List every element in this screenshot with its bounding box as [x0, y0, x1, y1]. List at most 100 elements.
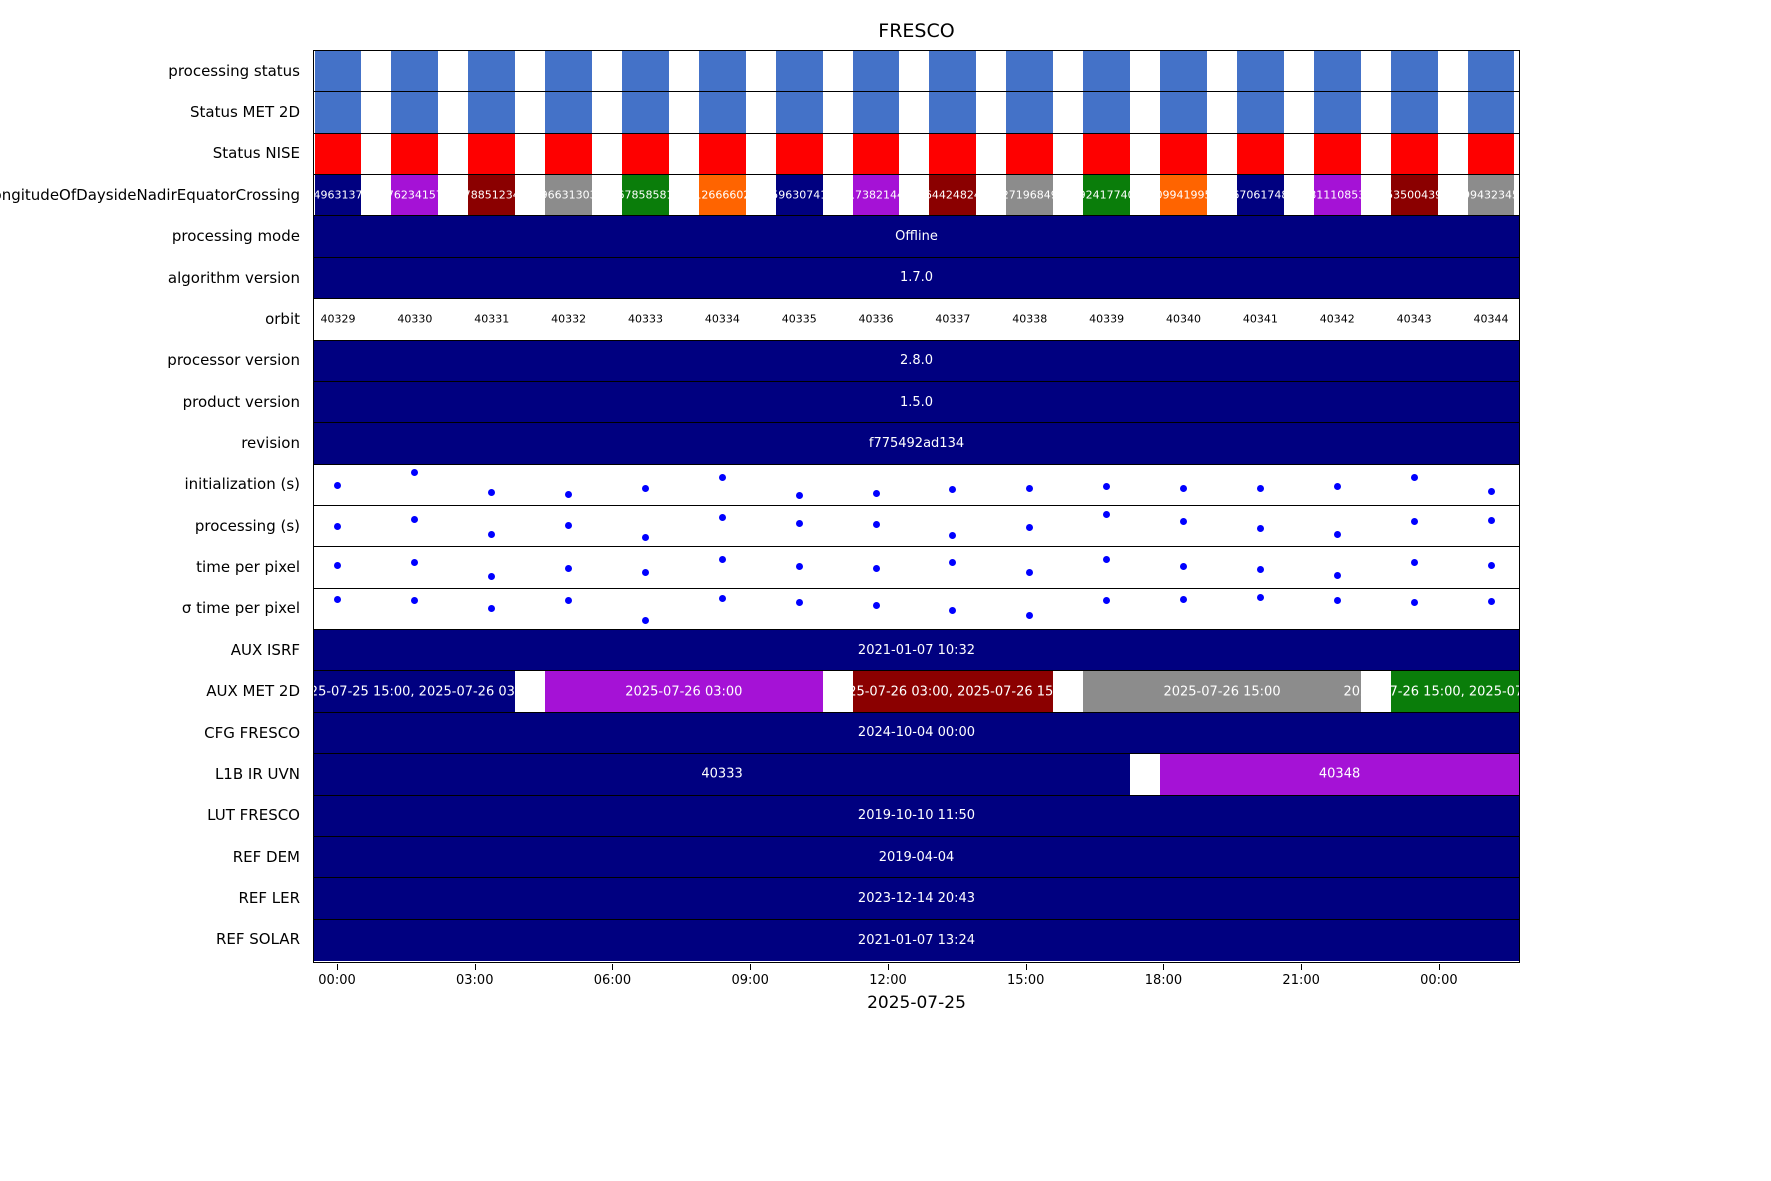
data-point — [565, 597, 573, 605]
row-ref-solar: 2021-01-07 13:24 — [314, 919, 1519, 961]
algorithm-version-value: 1.7.0 — [899, 270, 934, 286]
orbit-number: 40335 — [781, 312, 817, 326]
status-block — [468, 51, 516, 92]
data-point — [1256, 524, 1264, 532]
data-point — [411, 516, 419, 524]
data-point — [718, 514, 726, 522]
status-block — [1160, 51, 1207, 92]
row-cfg-fresco: 2024-10-04 00:00 — [314, 712, 1519, 755]
data-point — [488, 604, 496, 612]
x-tick-label: 21:00 — [1282, 973, 1320, 988]
x-tick-label: 15:00 — [1006, 973, 1045, 988]
row-label-processing-mode: processing mode — [171, 227, 300, 246]
aux-isrf-value: 2021-01-07 10:32 — [857, 642, 976, 658]
data-point — [1410, 473, 1418, 481]
status-block — [314, 51, 362, 92]
status-block — [775, 133, 823, 175]
chart-title: FRESCO — [878, 20, 955, 42]
data-point — [718, 473, 726, 481]
status-block — [1236, 51, 1284, 92]
row-processor-version: 2.8.0 — [314, 340, 1519, 382]
status-block — [929, 51, 977, 92]
data-point — [334, 595, 342, 603]
row-processing-status — [314, 51, 1519, 93]
row-status-nise — [314, 133, 1519, 176]
aux-met-2d-segment — [1390, 671, 1519, 712]
longitude-block — [698, 175, 746, 216]
data-point — [1180, 596, 1188, 604]
status-block — [1313, 92, 1361, 133]
data-point — [641, 569, 649, 577]
row-product-version: 1.5.0 — [314, 381, 1519, 424]
data-point — [872, 521, 880, 529]
status-block — [1467, 133, 1515, 175]
x-tick-label: 12:00 — [869, 973, 907, 988]
status-block — [698, 92, 746, 133]
x-tick — [474, 964, 476, 970]
row-l1b-ir-uvn: 40333 40348 — [314, 754, 1519, 796]
row-label-column: processing status Status MET 2D Status NIS… — [0, 50, 307, 963]
x-tick-label: 18:00 — [1144, 973, 1183, 988]
data-point — [641, 484, 649, 492]
revision-value: f775492ad134 — [868, 435, 965, 451]
orbit-number: 40340 — [1166, 312, 1202, 326]
row-label-product-version: product version — [182, 392, 300, 411]
row-label-ref-solar: REF SOLAR — [215, 930, 300, 949]
longitude-block — [545, 175, 593, 216]
data-point — [641, 616, 649, 624]
data-point — [1256, 593, 1264, 601]
row-label-aux-met-2d: AUX MET 2D — [206, 682, 300, 701]
data-point — [795, 491, 803, 499]
row-label-time-per-pixel: time per pixel — [196, 558, 300, 577]
status-block — [1006, 51, 1054, 92]
row-label-status-met-2d: Status MET 2D — [189, 103, 300, 122]
status-block — [1390, 133, 1438, 175]
status-block — [852, 51, 900, 92]
longitude-block — [775, 175, 823, 216]
orbit-number: 40342 — [1319, 312, 1355, 326]
ref-dem-value: 2019-04-04 — [878, 849, 955, 865]
longitude-block — [622, 175, 669, 216]
status-block — [468, 92, 516, 133]
x-tick — [1301, 964, 1303, 970]
longitude-block — [1083, 175, 1131, 216]
status-block — [314, 92, 362, 133]
longitude-block — [1006, 175, 1054, 216]
data-point — [1410, 599, 1418, 607]
product-version-value: 1.5.0 — [899, 394, 934, 410]
row-ref-ler: 2023-12-14 20:43 — [314, 878, 1519, 920]
row-status-met-2d — [314, 92, 1519, 134]
data-point — [1103, 596, 1111, 604]
data-point — [1103, 511, 1111, 519]
row-label-revision: revision — [241, 433, 300, 452]
status-block — [391, 51, 439, 92]
status-block — [698, 51, 746, 92]
data-point — [641, 533, 649, 541]
status-block — [1467, 92, 1515, 133]
row-label-algorithm-version: algorithm version — [167, 268, 300, 287]
longitude-block — [852, 175, 900, 216]
row-aux-met-2d: 2025-07-25 15:00, 2025-07-26 03:00 2025-0… — [314, 671, 1519, 713]
orbit-number: 40338 — [1012, 312, 1048, 326]
status-block — [1236, 133, 1284, 175]
data-point — [1487, 487, 1495, 495]
status-block — [622, 92, 669, 133]
data-point — [565, 565, 573, 573]
row-label-longitudeofdaysidenadirequatorcrossing: longitudeOfDaysideNadirEquatorCrossing — [0, 185, 300, 204]
row-label-processing-s: processing (s) — [194, 516, 300, 535]
data-point — [1487, 516, 1495, 524]
cfg-fresco-value: 2024-10-04 00:00 — [857, 725, 976, 741]
x-tick-label: 03:00 — [456, 973, 494, 988]
status-block — [391, 133, 439, 175]
orbit-number: 40330 — [397, 312, 433, 326]
x-tick-label: 00:00 — [318, 973, 356, 988]
status-block — [1467, 51, 1515, 92]
status-block — [929, 92, 977, 133]
status-block — [391, 92, 439, 133]
orbit-number: 40337 — [935, 312, 971, 326]
data-point — [949, 486, 957, 494]
data-point — [488, 573, 496, 581]
data-point — [872, 564, 880, 572]
row-initialization-s — [314, 465, 1519, 506]
data-point — [1487, 598, 1495, 606]
